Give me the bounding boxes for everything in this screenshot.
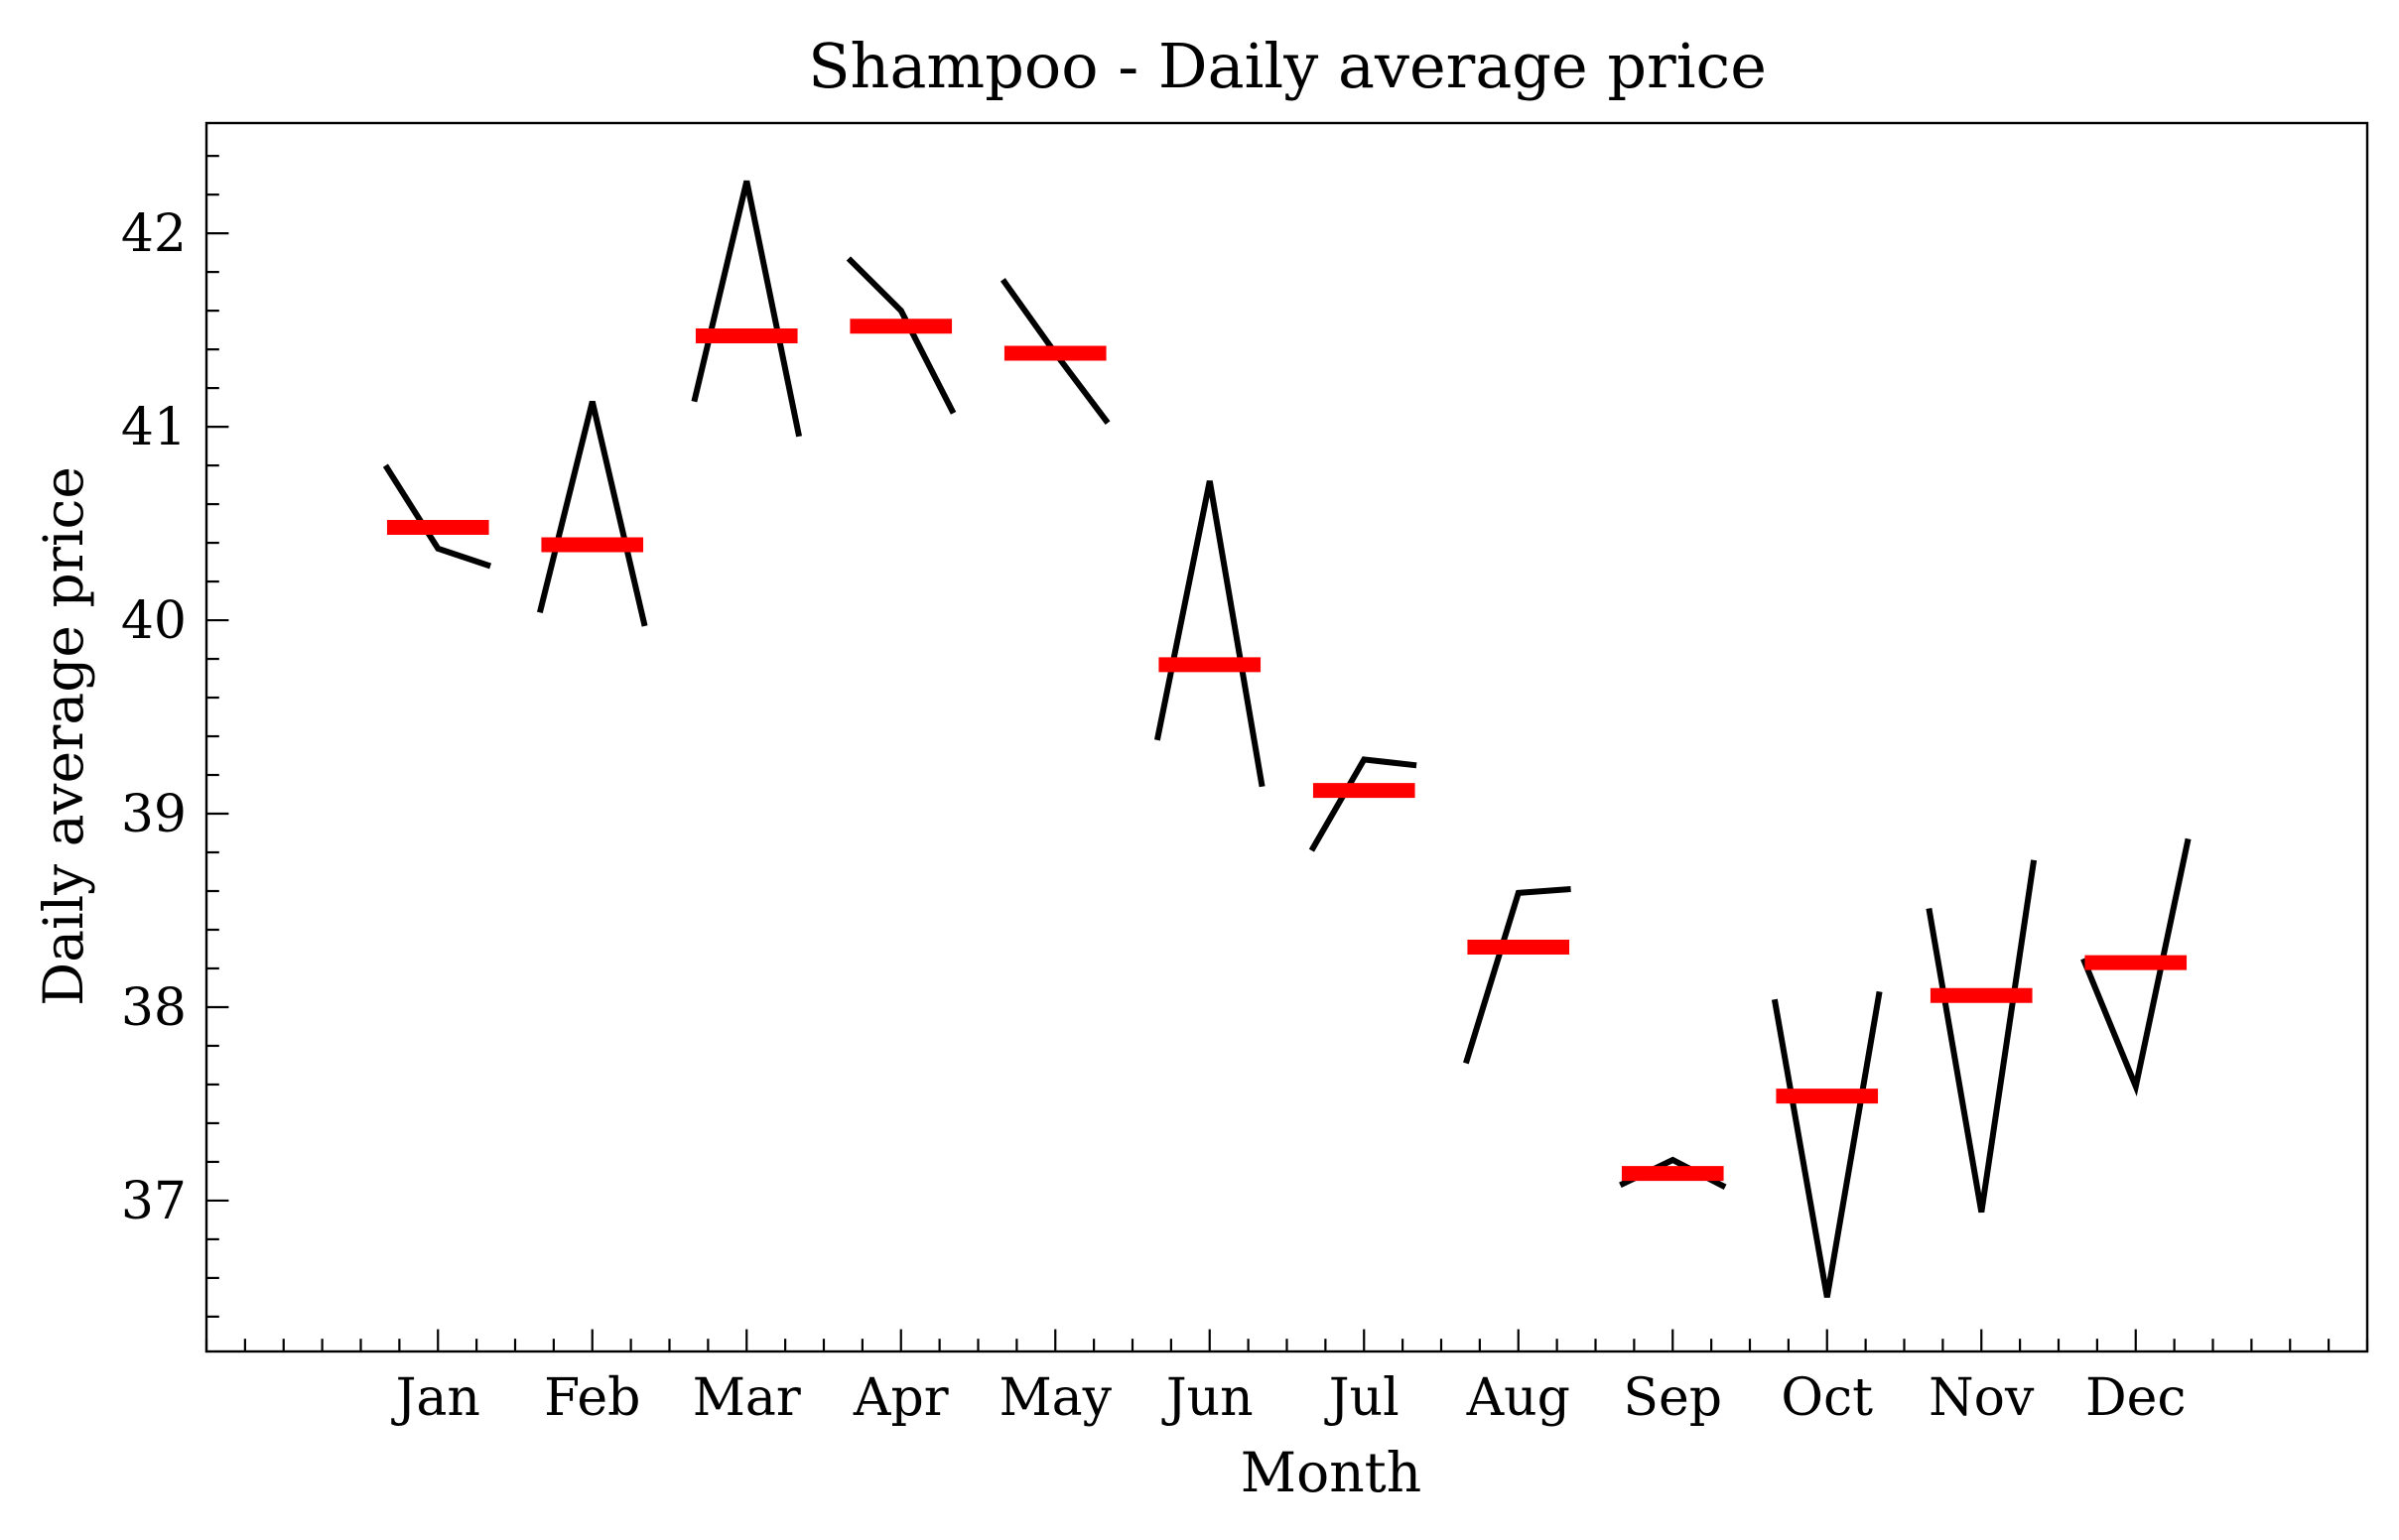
x-tick-label: Nov [1929, 1368, 2035, 1428]
y-tick-label: 39 [121, 785, 187, 844]
x-tick-label: Jul [1324, 1368, 1399, 1428]
plot-frame [204, 121, 2369, 1353]
month-line-aug [1463, 886, 1571, 1065]
plot-layer: Jan Feb Mar Apr May Jun Jul Aug Sep Oct Nov Dec 37 38… [121, 155, 2369, 1428]
x-tick-label: Jan [391, 1368, 480, 1428]
month-line-jun [1153, 480, 1266, 788]
y-tick-label: 38 [121, 978, 187, 1038]
x-tick-label: Oct [1781, 1368, 1873, 1428]
month-line-jul [1308, 756, 1417, 852]
month-line-jan [382, 463, 492, 570]
x-tick-label: Sep [1623, 1368, 1722, 1428]
y-tick-label: 37 [121, 1172, 187, 1231]
month-line-dec [2080, 837, 2192, 1097]
x-tick-label: Aug [1466, 1368, 1570, 1428]
month-line-apr [846, 256, 957, 415]
x-tick-label: Jun [1161, 1368, 1254, 1428]
y-tick-label: 40 [121, 591, 187, 651]
month-line-nov [1926, 859, 2038, 1214]
month-line-mar [691, 180, 803, 438]
y-tick-label: 42 [121, 204, 187, 264]
x-tick-label: Dec [2085, 1368, 2187, 1428]
chart-title: Shampoo - Daily average price [808, 30, 1767, 102]
y-axis-label: Daily average price [32, 466, 95, 1006]
y-tick-label: 41 [121, 398, 187, 457]
x-tick-label: Apr [853, 1368, 949, 1428]
x-tick-label: Feb [544, 1368, 640, 1428]
x-tick-label: Mar [693, 1368, 801, 1428]
x-tick-label: May [999, 1368, 1112, 1428]
x-axis-label: Month [1241, 1441, 1421, 1504]
